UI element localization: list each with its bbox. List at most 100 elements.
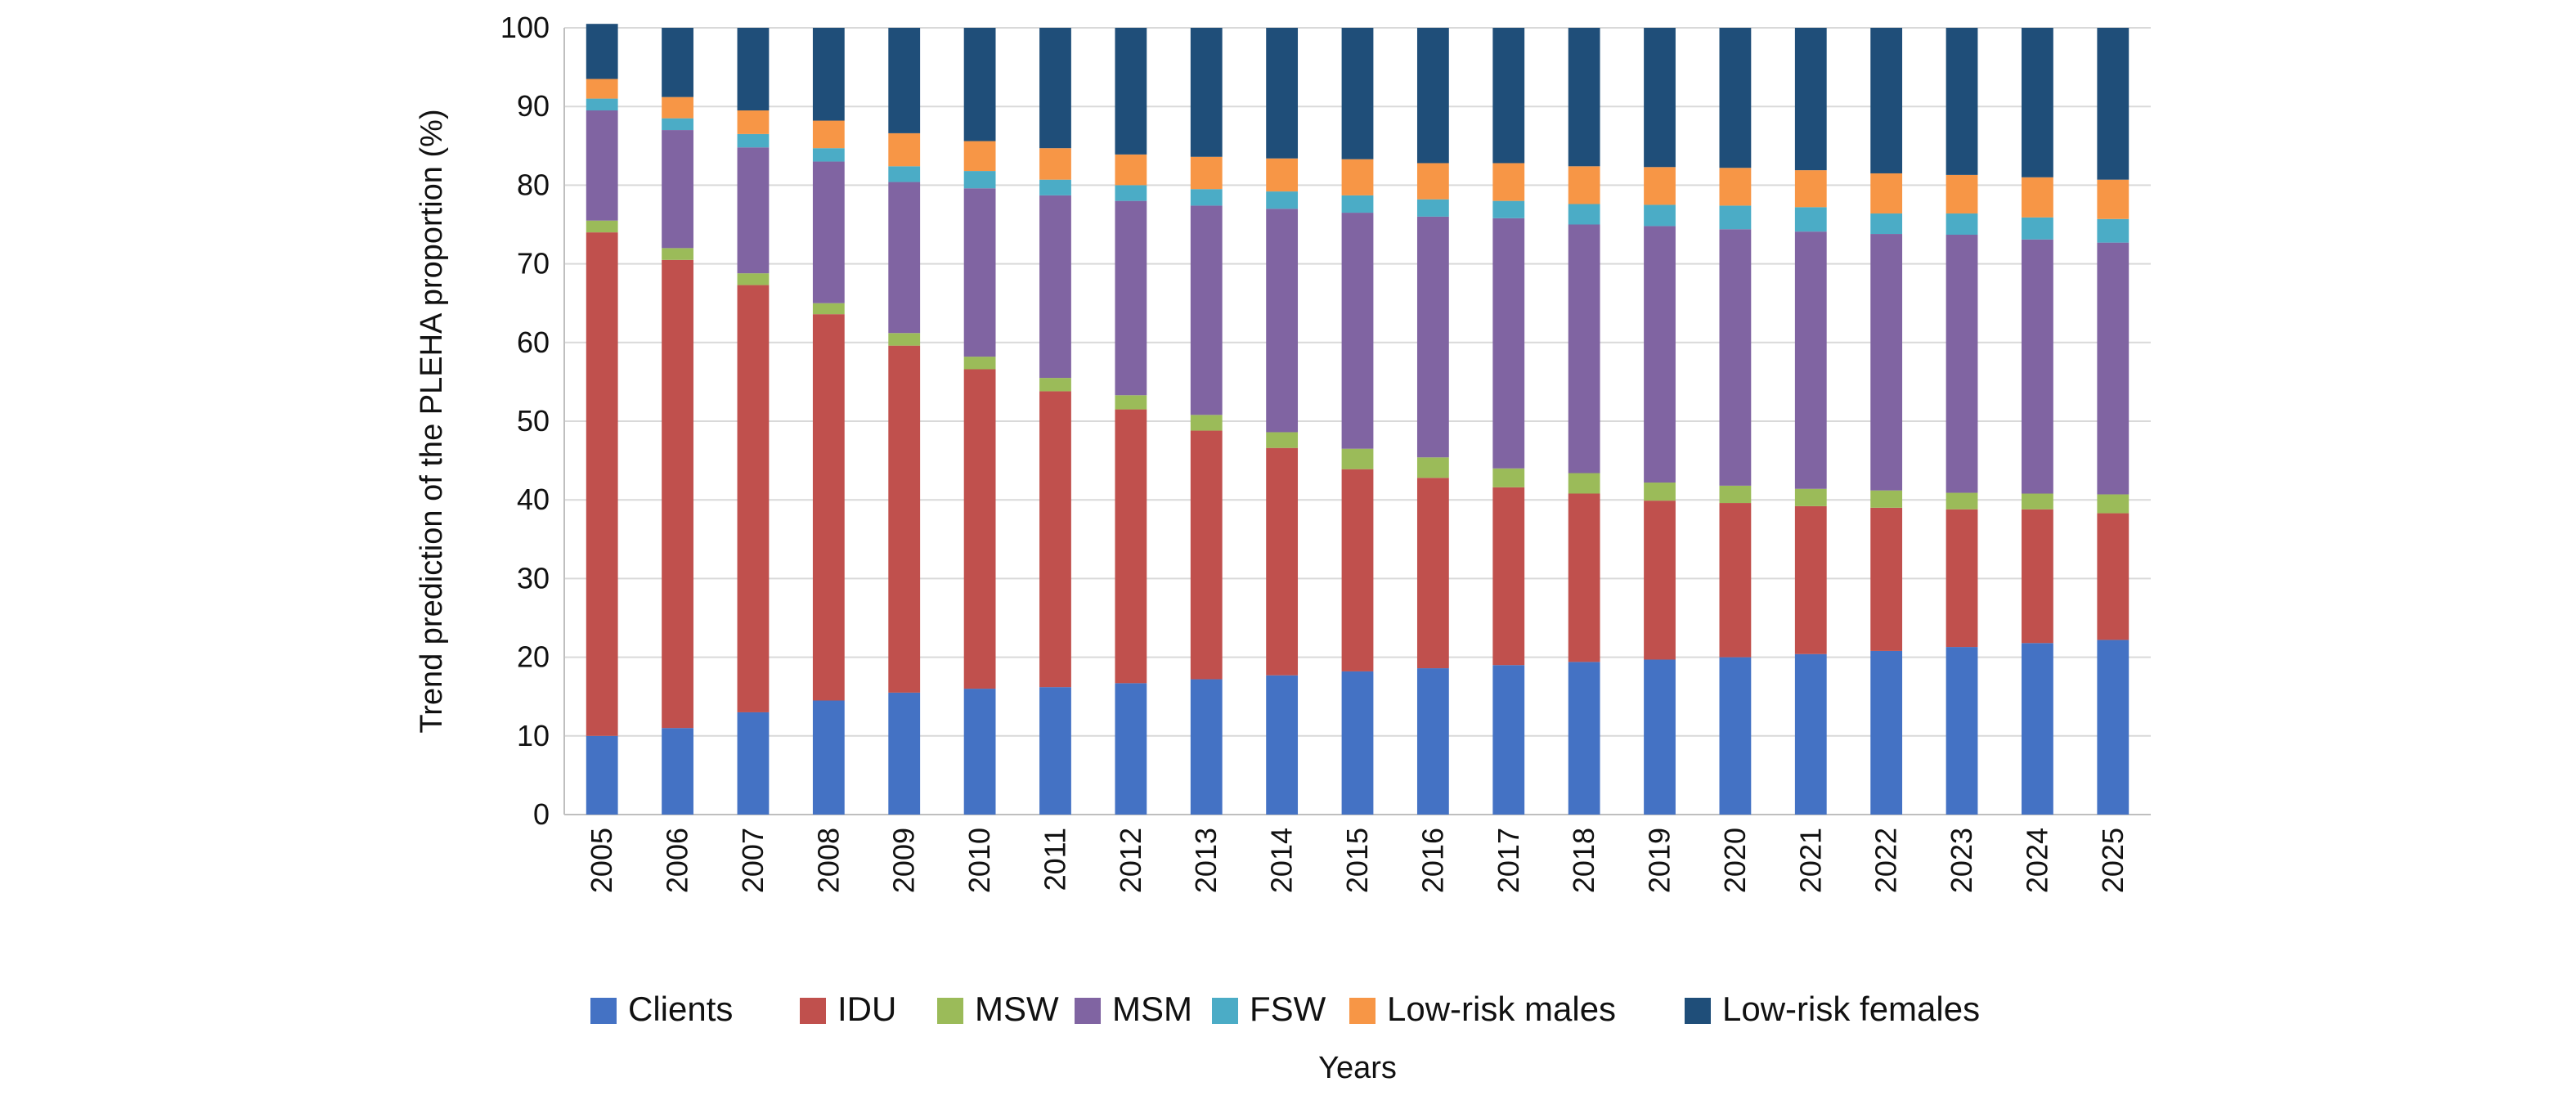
bar-segment [812, 28, 845, 121]
bar-segment [1039, 378, 1071, 392]
legend-item: Low-risk females [1685, 990, 1980, 1028]
bar-segment [737, 110, 770, 134]
legend: Clients IDU MSW MSM FSW Low-risk males Low-ris… [590, 990, 1980, 1028]
bar-segment [1039, 687, 1071, 815]
bar-segment [586, 24, 618, 79]
bar-segment [2022, 217, 2053, 240]
bar-segment [1794, 28, 1827, 171]
bar-segment [1719, 205, 1752, 230]
legend-label: IDU [837, 990, 896, 1028]
bar-segment [2022, 177, 2053, 218]
bar-segment [1794, 170, 1827, 208]
bar-segment [888, 166, 921, 182]
bar-segment [1115, 409, 1147, 684]
y-tick-label: 20 [517, 640, 550, 674]
bar-segment [737, 133, 770, 148]
bar-segment [812, 700, 845, 815]
x-tick-label: 2008 [811, 828, 845, 893]
bar-segment [1870, 234, 1903, 491]
bar-segment [1341, 671, 1374, 815]
legend-label: Clients [628, 990, 733, 1028]
x-tick-label: 2014 [1265, 828, 1299, 893]
legend-swatch [800, 998, 826, 1024]
bar-segment [812, 161, 845, 303]
legend-item: MSM [1075, 990, 1192, 1028]
bar-segment [1416, 199, 1449, 217]
y-tick-label: 60 [517, 326, 550, 359]
bar-segment [1416, 28, 1449, 164]
x-tick-label: 2005 [585, 828, 618, 893]
bar-segment [888, 182, 921, 334]
y-tick-label: 90 [517, 89, 550, 123]
x-tick-label: 2015 [1340, 828, 1374, 893]
bar-segment [1039, 148, 1071, 180]
bar-segment [1870, 213, 1903, 235]
bar-segment [1341, 195, 1374, 213]
bar-segment [888, 333, 921, 346]
bar-segment [1266, 447, 1299, 676]
bar-segment [1039, 195, 1071, 379]
bar-segment [662, 28, 693, 97]
bar-segment [963, 188, 996, 357]
bar-segment [737, 285, 770, 712]
bar-segment [1416, 668, 1449, 815]
x-tick-label: 2022 [1869, 828, 1903, 893]
bar-segment [1719, 657, 1752, 815]
bar-segment [1115, 154, 1147, 186]
bar-segment [2097, 640, 2129, 815]
y-tick-label: 10 [517, 719, 550, 752]
bar-segment [1115, 28, 1147, 155]
bar-segment [1644, 204, 1676, 227]
bar-segment [812, 148, 845, 162]
legend-swatch [590, 998, 617, 1024]
bar-segment [1190, 415, 1223, 431]
x-tick-label: 2018 [1567, 828, 1600, 893]
bar-segment [2097, 242, 2129, 495]
bar-segment [1945, 174, 1978, 214]
bar-segment [1945, 492, 1978, 510]
bar-segment [1945, 213, 1978, 236]
bar-segment [1341, 28, 1374, 159]
bars [586, 24, 2129, 815]
bar-segment [1190, 679, 1223, 815]
bar-segment [586, 232, 618, 736]
bar-segment [1794, 231, 1827, 489]
bar-segment [2097, 179, 2129, 219]
x-tick-label: 2024 [2020, 828, 2053, 893]
bar-segment [1719, 28, 1752, 168]
bar-segment [662, 728, 693, 815]
bar-segment [2097, 494, 2129, 514]
bar-segment [888, 692, 921, 815]
bar-segment [1644, 659, 1676, 815]
bar-segment [1492, 487, 1525, 666]
bar-segment [1492, 163, 1525, 201]
bar-segment [586, 220, 618, 233]
bar-segment [1568, 166, 1600, 204]
bar-segment [662, 130, 693, 249]
bar-segment [1719, 485, 1752, 504]
bar-segment [1039, 28, 1071, 149]
legend-label: MSW [975, 990, 1059, 1028]
bar-segment [1492, 218, 1525, 469]
bar-segment [1945, 647, 1978, 815]
bar-segment [1870, 490, 1903, 508]
bar-segment [1568, 204, 1600, 225]
bar-segment [963, 171, 996, 189]
legend-item: FSW [1212, 990, 1326, 1028]
bar-segment [963, 369, 996, 689]
bar-segment [1945, 28, 1978, 175]
bar-segment [2097, 513, 2129, 640]
bar-segment [1341, 213, 1374, 449]
bar-segment [1190, 430, 1223, 680]
bar-segment [963, 357, 996, 370]
bar-segment [737, 712, 770, 815]
bar-segment [662, 259, 693, 729]
x-tick-label: 2011 [1038, 828, 1071, 891]
legend-label: FSW [1250, 990, 1326, 1028]
bar-segment [888, 28, 921, 133]
legend-label: Low-risk females [1722, 990, 1980, 1028]
bar-segment [1341, 448, 1374, 469]
bar-segment [586, 735, 618, 815]
bar-segment [1945, 509, 1978, 648]
